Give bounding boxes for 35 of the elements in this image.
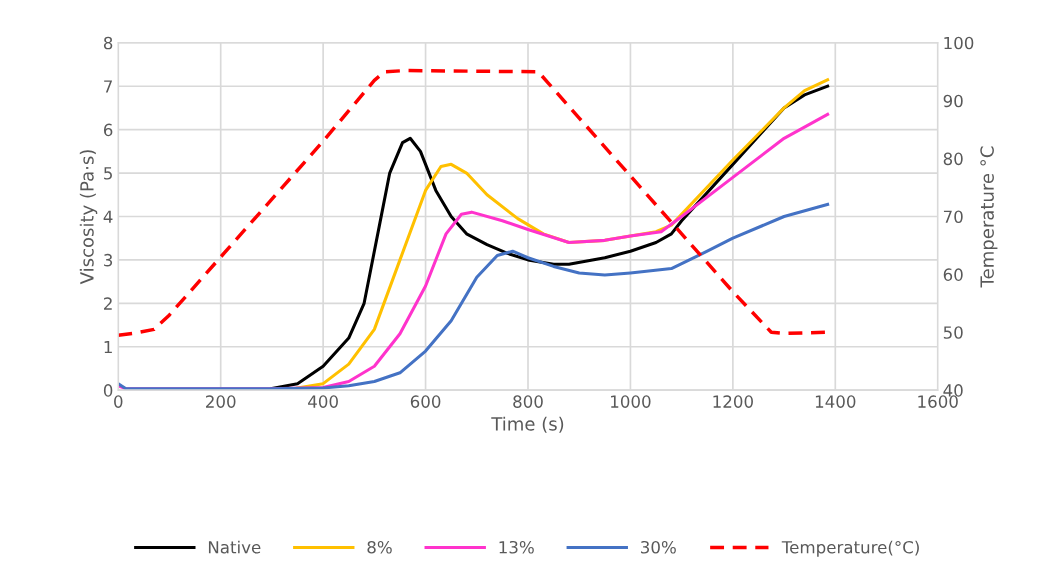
y-tick-label: 7 bbox=[104, 80, 112, 93]
legend-label: 8% bbox=[367, 540, 392, 554]
x-tick-label: 1000 bbox=[611, 395, 651, 408]
legend-label: Native bbox=[208, 540, 261, 554]
y-tick-label: 0 bbox=[103, 384, 113, 397]
y2-tick-label: 50 bbox=[943, 326, 963, 339]
y-tick-label: 4 bbox=[103, 210, 113, 223]
y2-tick-label: 80 bbox=[943, 152, 963, 166]
y2-tick-label: 40 bbox=[943, 384, 963, 397]
y-axis-title: Viscosity (Pa·s) bbox=[79, 150, 98, 285]
y-tick-label: 3 bbox=[104, 253, 113, 267]
y2-tick-label: 90 bbox=[943, 94, 963, 108]
legend-label: 30% bbox=[641, 540, 676, 554]
y-tick-label: 6 bbox=[103, 123, 113, 137]
y2-axis-title: Temperature °C bbox=[980, 146, 998, 288]
y-tick-label: 5 bbox=[104, 167, 112, 180]
line-series bbox=[118, 68, 827, 337]
x-tick-label: 1200 bbox=[713, 395, 753, 408]
y2-tick-label: 100 bbox=[944, 36, 974, 50]
y-tick-label: 1 bbox=[104, 340, 112, 354]
y2-tick-label: 60 bbox=[943, 268, 963, 281]
line-series bbox=[118, 202, 830, 391]
y2-tick-label: 70 bbox=[943, 210, 963, 224]
x-tick-label: 1400 bbox=[815, 395, 856, 408]
x-tick-label: 600 bbox=[410, 395, 441, 408]
legend-label: Temperature(°C) bbox=[781, 540, 919, 557]
x-tick-label: 800 bbox=[513, 395, 543, 408]
x-tick-label: 0 bbox=[114, 395, 123, 408]
x-tick-label: 400 bbox=[308, 395, 338, 408]
x-tick-label: 200 bbox=[206, 395, 236, 408]
y-tick-label: 2 bbox=[104, 297, 112, 310]
x-axis-title: Time (s) bbox=[491, 416, 564, 433]
x-tick-label: 1600 bbox=[918, 395, 958, 408]
legend-label: 13% bbox=[499, 540, 534, 554]
y-tick-label: 8 bbox=[103, 36, 113, 50]
